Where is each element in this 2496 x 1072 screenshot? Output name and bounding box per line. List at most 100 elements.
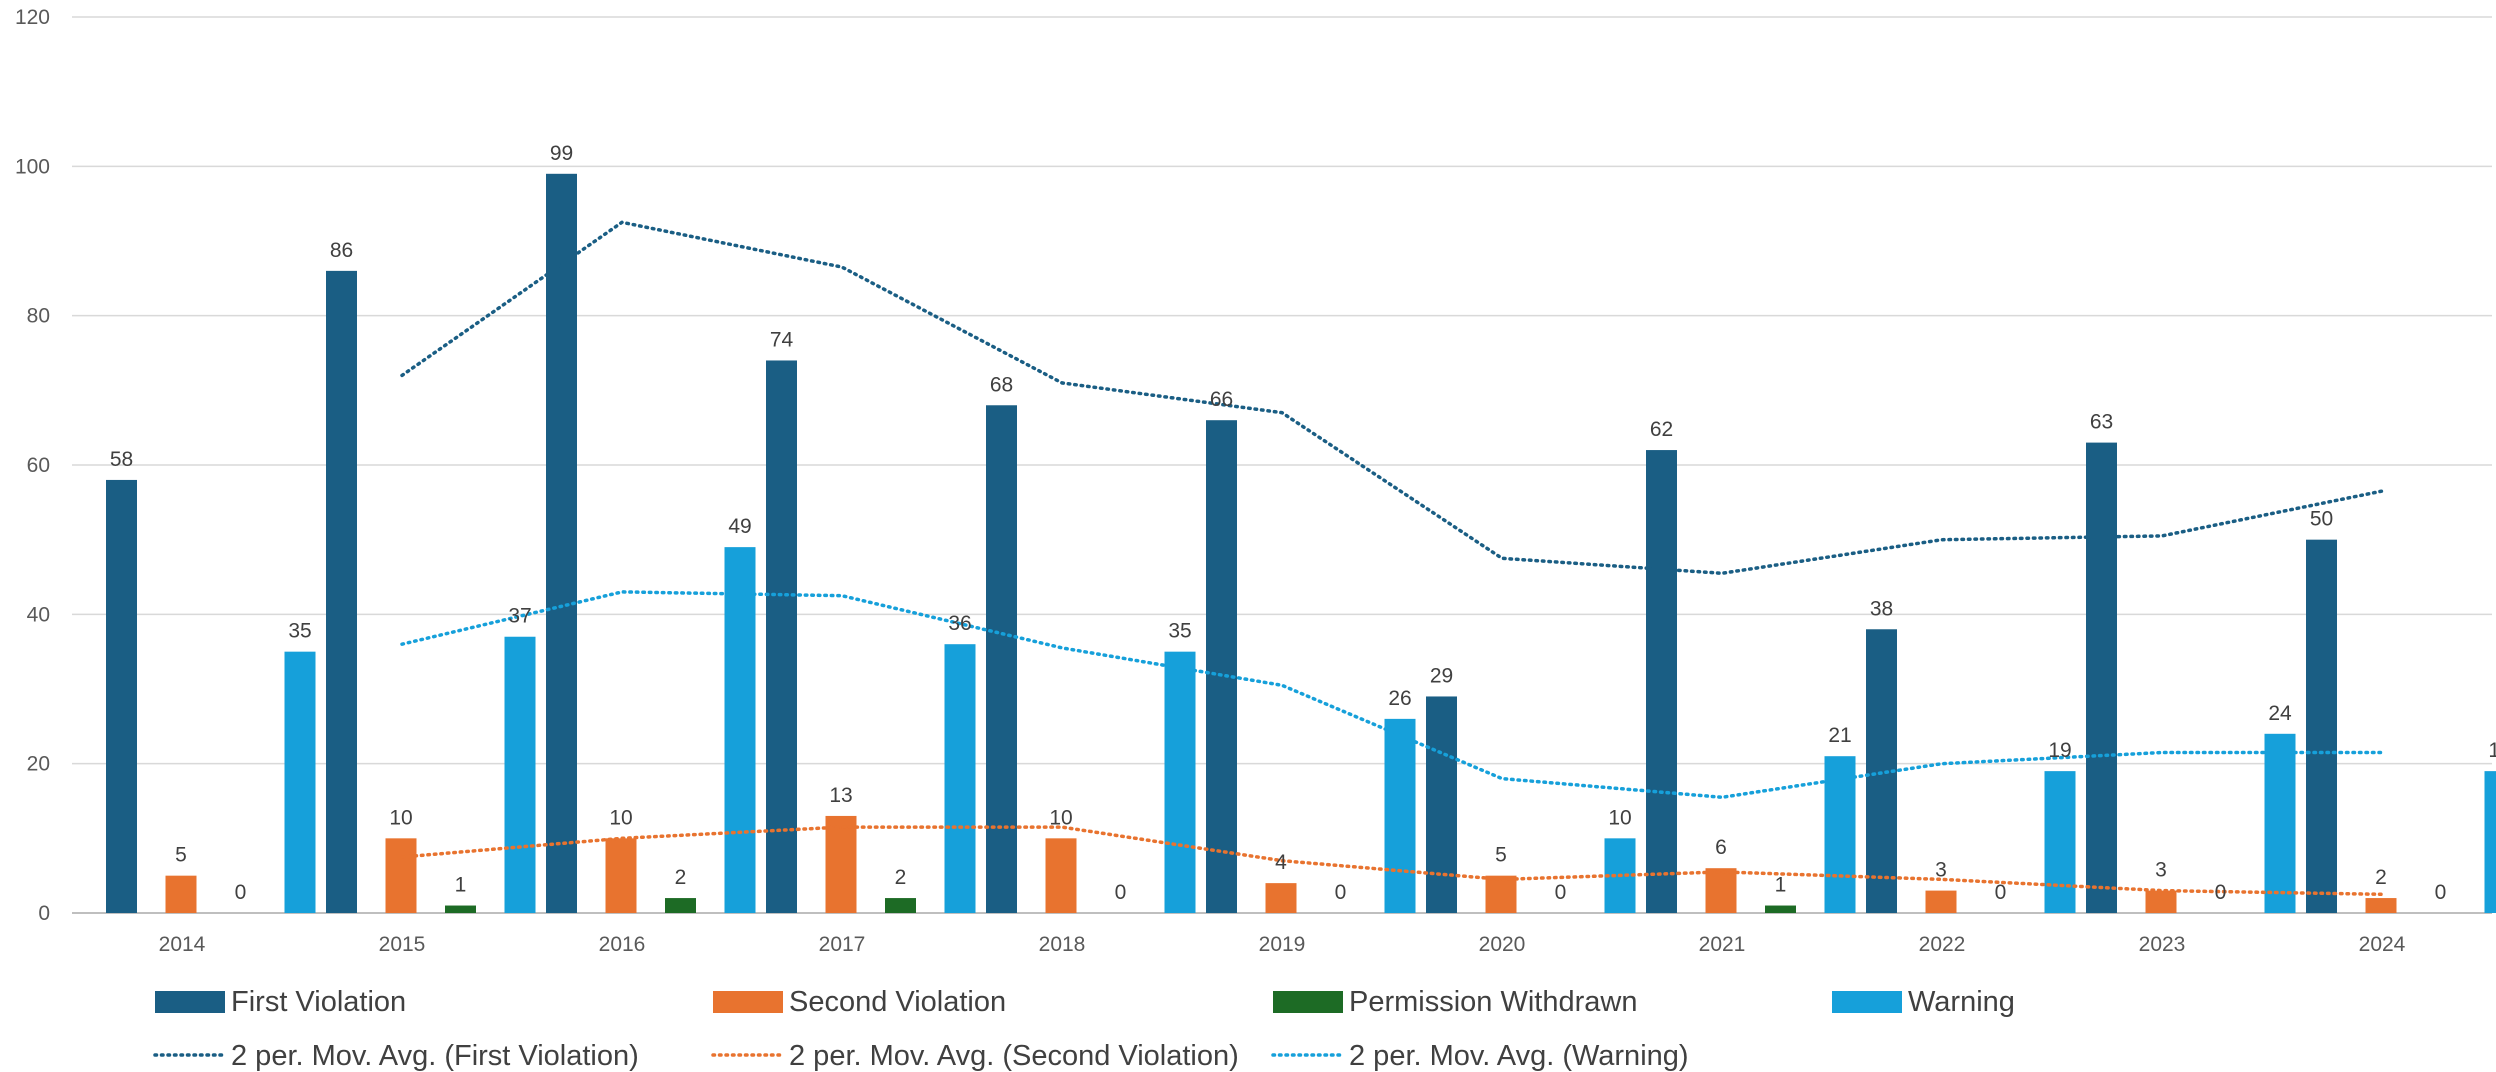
y-tick-label: 60 <box>27 454 50 477</box>
x-tick-label: 2018 <box>1039 933 1086 956</box>
data-label: 5 <box>1495 844 1507 867</box>
legend-label: 2 per. Mov. Avg. (Warning) <box>1349 1040 1689 1072</box>
legend-label: Permission Withdrawn <box>1349 986 1637 1018</box>
data-label: 86 <box>330 239 353 262</box>
x-tick-label: 2020 <box>1479 933 1526 956</box>
bar <box>986 405 1017 913</box>
bar <box>2044 771 2076 913</box>
x-tick-label: 2016 <box>599 933 646 956</box>
bar <box>165 875 197 913</box>
data-label: 63 <box>2090 411 2113 434</box>
data-label: 19 <box>2048 739 2071 762</box>
legend-swatch <box>155 991 225 1013</box>
legend-label: 2 per. Mov. Avg. (First Violation) <box>231 1040 639 1072</box>
x-tick-label: 2019 <box>1259 933 1306 956</box>
data-label: 5 <box>175 844 187 867</box>
bar <box>2484 771 2496 913</box>
data-label: 13 <box>829 784 852 807</box>
bar <box>546 173 577 914</box>
x-tick-label: 2015 <box>379 933 426 956</box>
y-tick-label: 120 <box>15 6 50 29</box>
bar <box>284 651 316 913</box>
legend: First Violation Second Violation Permissio… <box>153 986 2015 1072</box>
data-label: 19 <box>2488 739 2496 762</box>
data-label: 2 <box>895 866 907 889</box>
bar <box>1206 420 1237 913</box>
data-label: 0 <box>1555 881 1567 904</box>
bar <box>1384 718 1416 913</box>
x-tick-label: 2014 <box>159 933 206 956</box>
moving-average-line <box>400 220 2384 576</box>
x-axis: 2014 2015 2016 2017 2018 2019 2020 2021 2022 2023… <box>159 933 2406 956</box>
bar <box>2365 898 2397 913</box>
data-label: 36 <box>948 612 971 635</box>
data-label: 2 <box>675 866 687 889</box>
bar <box>1765 905 1796 913</box>
x-tick-label: 2022 <box>1919 933 1966 956</box>
bar <box>2306 539 2337 913</box>
bar <box>1925 890 1957 913</box>
bar <box>2264 733 2296 913</box>
data-label: 35 <box>1168 620 1191 643</box>
y-tick-label: 20 <box>27 753 50 776</box>
legend-label: First Violation <box>231 986 406 1018</box>
data-label: 3 <box>2155 859 2167 882</box>
data-label: 10 <box>609 806 632 829</box>
bar <box>2086 442 2117 913</box>
data-label: 62 <box>1650 418 1673 441</box>
bar <box>1164 651 1196 913</box>
legend-swatch <box>1832 991 1902 1013</box>
bar <box>724 547 756 913</box>
legend-swatch <box>1273 991 1343 1013</box>
bar <box>825 815 857 913</box>
moving-average-line <box>400 590 2384 800</box>
data-label: 66 <box>1210 388 1233 411</box>
bar <box>1646 450 1677 913</box>
bar <box>665 898 696 913</box>
bar <box>605 838 637 913</box>
y-tick-label: 0 <box>38 902 50 925</box>
data-label: 6 <box>1715 836 1727 859</box>
y-tick-label: 80 <box>27 305 50 328</box>
bar <box>504 636 536 913</box>
data-label: 37 <box>508 605 531 628</box>
data-label: 10 <box>389 806 412 829</box>
legend-label: Warning <box>1908 986 2015 1018</box>
legend-swatch <box>713 991 783 1013</box>
legend-label: Second Violation <box>789 986 1006 1018</box>
data-label: 68 <box>990 373 1013 396</box>
data-label: 29 <box>1430 664 1453 687</box>
data-label: 26 <box>1388 687 1411 710</box>
gridlines <box>72 16 2492 914</box>
data-label: 0 <box>1335 881 1347 904</box>
bar <box>385 838 417 913</box>
data-label: 50 <box>2310 508 2333 531</box>
data-label: 3 <box>1935 859 1947 882</box>
moving-average-lines <box>400 220 2384 897</box>
data-label: 0 <box>235 881 247 904</box>
bar <box>106 479 137 913</box>
data-label: 2 <box>2375 866 2387 889</box>
data-label: 24 <box>2268 702 2292 725</box>
data-label: 35 <box>288 620 311 643</box>
data-label: 4 <box>1275 851 1287 874</box>
data-label: 1 <box>455 874 467 897</box>
data-label: 0 <box>2435 881 2447 904</box>
data-label: 0 <box>1115 881 1127 904</box>
bar <box>1426 696 1457 913</box>
data-label: 10 <box>1049 806 1072 829</box>
data-label: 1 <box>1775 874 1787 897</box>
y-tick-label: 40 <box>27 603 50 626</box>
legend-label: 2 per. Mov. Avg. (Second Violation) <box>789 1040 1239 1072</box>
bar <box>1045 838 1077 913</box>
data-label: 74 <box>770 328 794 351</box>
bar <box>445 905 476 913</box>
bar-series <box>106 173 2496 914</box>
moving-average-line <box>400 825 2384 897</box>
data-label: 99 <box>550 142 573 165</box>
bar <box>326 270 357 913</box>
x-tick-label: 2023 <box>2139 933 2186 956</box>
bar <box>766 360 797 913</box>
